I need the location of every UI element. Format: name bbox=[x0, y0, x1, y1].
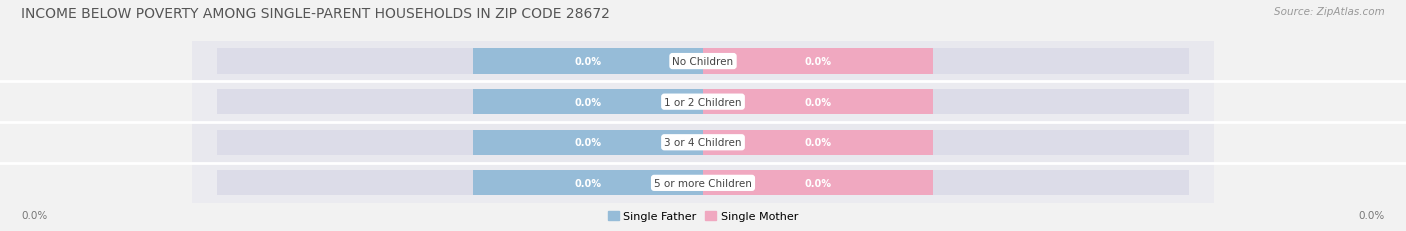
Bar bbox=[218, 170, 1188, 196]
Text: 0.0%: 0.0% bbox=[575, 178, 602, 188]
Text: 0.0%: 0.0% bbox=[1358, 210, 1385, 220]
Legend: Single Father, Single Mother: Single Father, Single Mother bbox=[603, 206, 803, 225]
Text: 0.0%: 0.0% bbox=[804, 57, 831, 67]
Text: INCOME BELOW POVERTY AMONG SINGLE-PARENT HOUSEHOLDS IN ZIP CODE 28672: INCOME BELOW POVERTY AMONG SINGLE-PARENT… bbox=[21, 7, 610, 21]
Text: 0.0%: 0.0% bbox=[804, 138, 831, 148]
Bar bbox=[703, 49, 934, 74]
Text: 0.0%: 0.0% bbox=[575, 97, 602, 107]
Text: 0.0%: 0.0% bbox=[804, 97, 831, 107]
Text: 1 or 2 Children: 1 or 2 Children bbox=[664, 97, 742, 107]
Text: 3 or 4 Children: 3 or 4 Children bbox=[664, 138, 742, 148]
Bar bbox=[703, 90, 934, 115]
Text: No Children: No Children bbox=[672, 57, 734, 67]
Text: Source: ZipAtlas.com: Source: ZipAtlas.com bbox=[1274, 7, 1385, 17]
Text: 0.0%: 0.0% bbox=[575, 57, 602, 67]
Bar bbox=[703, 130, 934, 155]
Bar bbox=[472, 90, 703, 115]
Bar bbox=[218, 90, 1188, 115]
Bar bbox=[472, 49, 703, 74]
Text: 0.0%: 0.0% bbox=[21, 210, 48, 220]
Bar bbox=[472, 170, 703, 196]
Bar bbox=[191, 82, 1215, 122]
Bar bbox=[191, 122, 1215, 163]
Bar bbox=[472, 130, 703, 155]
Text: 0.0%: 0.0% bbox=[804, 178, 831, 188]
Text: 0.0%: 0.0% bbox=[575, 138, 602, 148]
Bar bbox=[218, 130, 1188, 155]
Bar bbox=[191, 163, 1215, 203]
Text: 5 or more Children: 5 or more Children bbox=[654, 178, 752, 188]
Bar bbox=[703, 170, 934, 196]
Bar bbox=[218, 49, 1188, 74]
Bar bbox=[191, 42, 1215, 82]
